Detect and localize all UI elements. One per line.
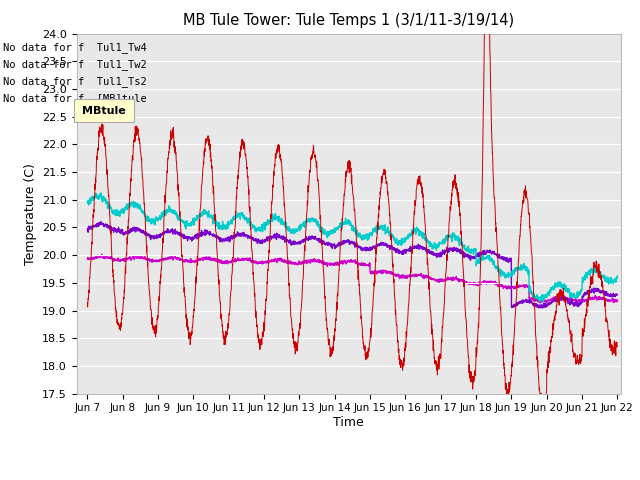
Tul1_Ts-32cm [232, 257, 239, 263]
Tul1_Ts-16cm [232, 235, 239, 240]
Tul1_Ts-16cm [567, 300, 575, 305]
Tul1_Ts-32cm [506, 284, 514, 289]
Tul1_Ts-32cm [582, 298, 589, 303]
Tul1_Ts-16cm [84, 228, 92, 233]
Tul1_Tw+10cm [379, 171, 387, 177]
Tul1_Ts-16cm [368, 245, 376, 251]
Tul1_Ts-16cm [582, 291, 589, 297]
Tul1_Ts-8cm [97, 190, 105, 196]
Title: MB Tule Tower: Tule Temps 1 (3/1/11-3/19/14): MB Tule Tower: Tule Temps 1 (3/1/11-3/19… [183, 13, 515, 28]
Tul1_Tw+10cm [613, 343, 621, 349]
Tul1_Tw+10cm [367, 327, 375, 333]
Tul1_Ts-32cm [368, 269, 376, 275]
X-axis label: Time: Time [333, 416, 364, 429]
Y-axis label: Temperature (C): Temperature (C) [24, 163, 36, 264]
Tul1_Ts-8cm [368, 230, 376, 236]
Tul1_Ts-8cm [380, 223, 387, 228]
Tul1_Ts-16cm [97, 219, 104, 225]
Tul1_Ts-16cm [613, 292, 621, 298]
Text: No data for f  Tul1_Tw2: No data for f Tul1_Tw2 [3, 59, 147, 70]
Tul1_Ts-8cm [540, 299, 547, 305]
Line: Tul1_Tw+10cm: Tul1_Tw+10cm [88, 0, 617, 418]
Tul1_Ts-32cm [613, 299, 621, 304]
Tul1_Ts-8cm [567, 295, 575, 300]
Tul1_Ts-16cm [535, 305, 543, 311]
Tul1_Tw+10cm [84, 300, 92, 305]
Tul1_Tw+10cm [567, 328, 575, 334]
Tul1_Ts-8cm [582, 274, 589, 279]
Tul1_Ts-8cm [613, 273, 621, 279]
Text: No data for f  [MB]tule: No data for f [MB]tule [3, 93, 147, 103]
Tul1_Ts-16cm [380, 241, 387, 247]
Tul1_Ts-8cm [506, 272, 514, 277]
Tul1_Ts-32cm [98, 252, 106, 257]
Legend: Tul1_Tw+10cm, Tul1_Ts-8cm, Tul1_Ts-16cm, Tul1_Ts-32cm: Tul1_Tw+10cm, Tul1_Ts-8cm, Tul1_Ts-16cm,… [116, 476, 581, 480]
Text: No data for f  Tul1_Ts2: No data for f Tul1_Ts2 [3, 76, 147, 87]
Tul1_Ts-16cm [506, 259, 514, 264]
Text: MBtule: MBtule [82, 106, 126, 116]
Line: Tul1_Ts-32cm: Tul1_Ts-32cm [88, 254, 617, 303]
Tul1_Tw+10cm [582, 312, 589, 318]
Tul1_Ts-32cm [380, 267, 387, 273]
Tul1_Tw+10cm [539, 415, 547, 421]
Tul1_Ts-8cm [84, 198, 92, 204]
Line: Tul1_Ts-8cm: Tul1_Ts-8cm [88, 193, 617, 302]
Tul1_Tw+10cm [506, 381, 514, 387]
Text: No data for f  Tul1_Tw4: No data for f Tul1_Tw4 [3, 42, 147, 53]
Tul1_Ts-8cm [232, 214, 239, 220]
Tul1_Ts-32cm [536, 300, 544, 306]
Line: Tul1_Ts-16cm: Tul1_Ts-16cm [88, 222, 617, 308]
Tul1_Ts-32cm [567, 296, 575, 302]
Tul1_Tw+10cm [231, 225, 239, 230]
Tul1_Ts-32cm [84, 256, 92, 262]
